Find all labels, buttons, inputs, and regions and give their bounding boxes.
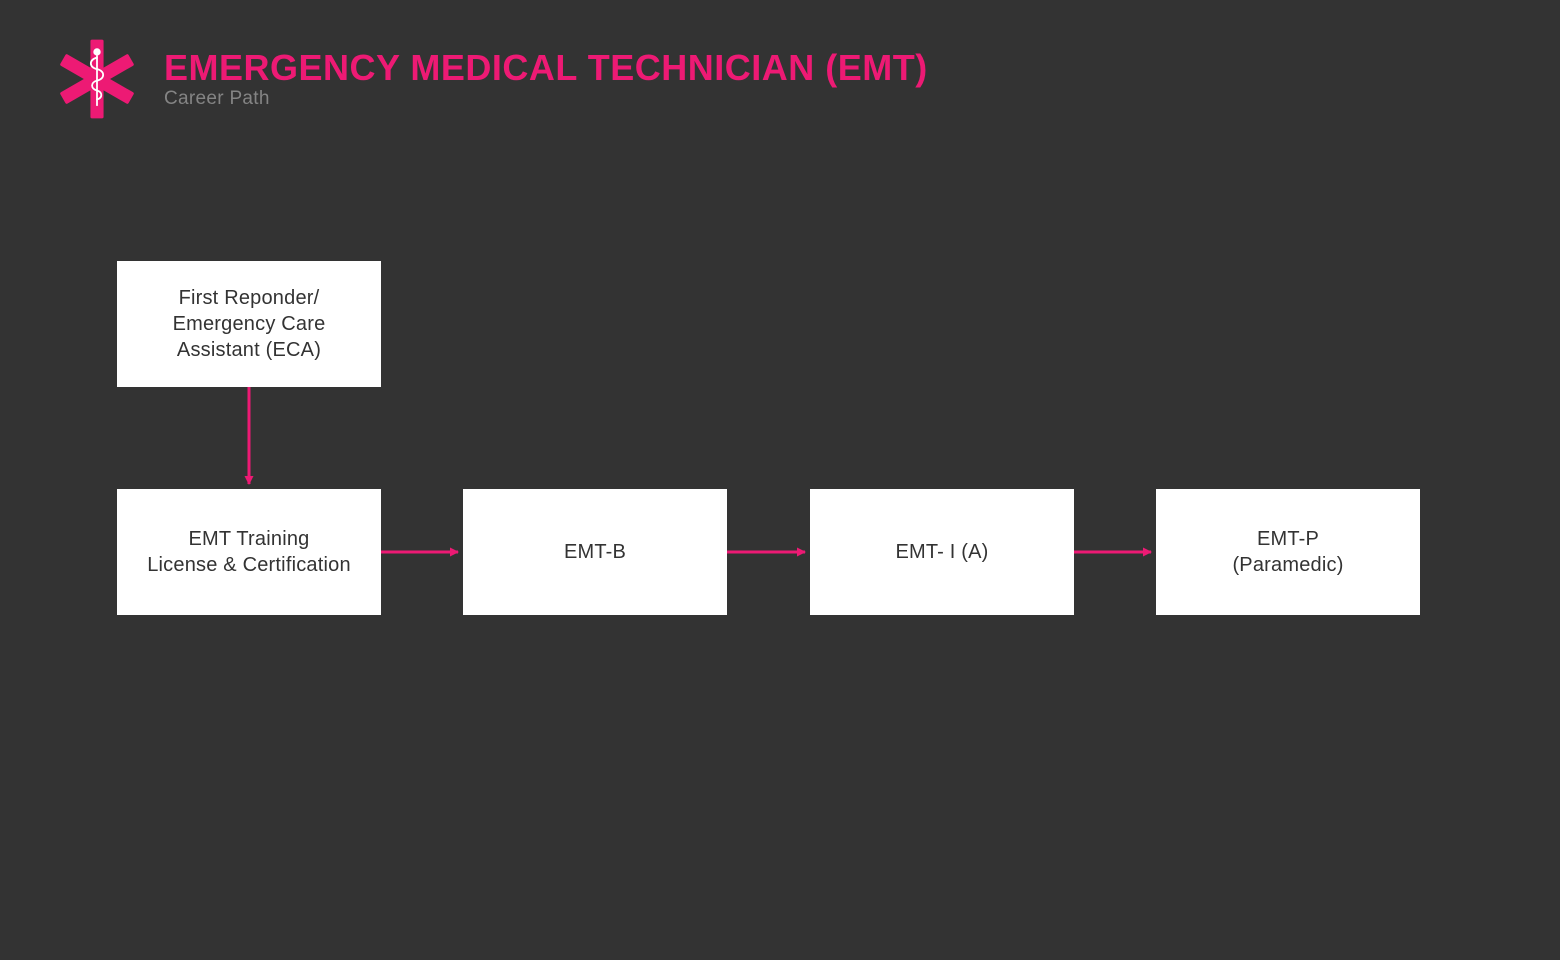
page: EMERGENCY MEDICAL TECHNICIAN (EMT) Caree… — [0, 0, 1560, 960]
flowchart-arrows — [0, 0, 1560, 960]
